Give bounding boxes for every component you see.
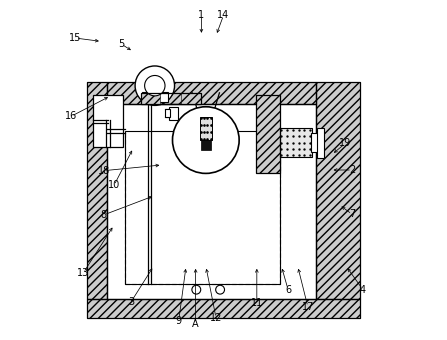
Bar [256,95,280,173]
Text: 2: 2 [349,165,355,175]
Bar [201,140,211,150]
Bar [142,92,169,102]
Bar [107,104,316,299]
Bar [181,93,202,104]
Text: 8: 8 [101,210,107,220]
Bar [316,82,359,299]
Text: 15: 15 [69,33,82,43]
Circle shape [173,107,239,173]
Bar [141,93,160,104]
Bar [165,109,170,117]
Bar [88,299,359,318]
Bar [316,82,359,299]
Bar [317,128,324,158]
Bar [93,95,123,147]
Text: 17: 17 [302,302,314,312]
Bar [88,82,107,299]
Text: 7: 7 [349,209,355,219]
Text: 3: 3 [128,297,134,307]
Bar [107,82,316,104]
Bar [169,107,177,120]
Bar [88,82,107,299]
Text: 4: 4 [360,285,366,295]
Bar [141,93,202,104]
Text: 12: 12 [210,313,222,323]
Text: A: A [192,319,199,329]
Bar [88,299,359,318]
Bar [107,82,316,104]
Bar [256,95,280,173]
Bar [200,117,212,140]
Circle shape [145,75,165,96]
Text: 11: 11 [251,298,263,308]
Text: 13: 13 [77,268,89,278]
Bar [125,131,280,284]
Text: 18: 18 [98,166,110,176]
Text: 14: 14 [217,10,230,20]
Text: 5: 5 [118,39,125,49]
Text: 10: 10 [108,180,120,190]
Text: 1: 1 [198,10,204,20]
Text: 19: 19 [339,138,351,149]
Text: 6: 6 [285,285,291,295]
Text: 16: 16 [65,111,77,121]
Circle shape [192,285,201,294]
Circle shape [216,285,224,294]
Circle shape [135,66,174,105]
Text: 9: 9 [176,316,181,326]
Bar [280,128,312,157]
Bar [311,133,319,152]
